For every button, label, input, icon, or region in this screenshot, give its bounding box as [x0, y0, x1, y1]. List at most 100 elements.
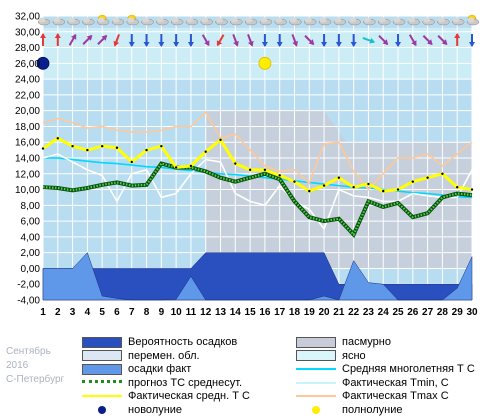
legend-label: Фактическая Tmax C — [342, 390, 449, 402]
y-tick-label: -4,00 — [17, 296, 40, 307]
meta-year: 2016 — [6, 360, 29, 371]
legend-item: пасмурно — [296, 335, 391, 349]
data-point — [41, 147, 45, 150]
data-point — [456, 185, 459, 189]
legend-item: ясно — [296, 349, 366, 363]
series-line — [42, 110, 473, 191]
wind-arrows-row — [40, 33, 475, 47]
wind-arrow-icon — [335, 34, 342, 47]
legend-swatch — [82, 379, 122, 386]
cloud-icon — [333, 17, 347, 26]
x-tick-label: 25 — [392, 307, 404, 318]
data-point — [160, 144, 163, 148]
x-tick-label: 8 — [144, 307, 150, 318]
legend-item: прогноз ТС среднесут. — [82, 376, 242, 390]
x-tick-label: 23 — [363, 307, 375, 318]
x-tick-label: 2 — [55, 307, 61, 318]
legend-label: Фактическая Tmin, С — [342, 376, 449, 389]
data-point — [130, 160, 133, 164]
moon-full-icon — [258, 56, 272, 70]
moon-new-icon — [36, 56, 50, 70]
legend: Вероятность осадков пасмурно перемен. обл.… — [0, 330, 486, 418]
legend-item: осадки факт — [82, 362, 191, 376]
x-tick-label: 15 — [245, 307, 257, 318]
data-point — [441, 172, 444, 175]
wind-arrow-icon — [201, 34, 210, 47]
wind-arrow-icon — [276, 34, 283, 47]
y-tick-label: 30,00 — [15, 27, 40, 38]
y-axis-ticks: 32,00 30,00 28,00 26,00 24,00 22,00 20,00 18,00… — [15, 12, 40, 307]
wind-arrow-icon — [469, 34, 475, 47]
wind-arrow-icon — [321, 34, 328, 47]
legend-swatch — [82, 336, 122, 348]
cloud-icon — [422, 17, 435, 26]
wind-arrow-icon — [54, 33, 61, 46]
data-point — [367, 182, 370, 186]
wind-arrow-icon — [362, 37, 376, 44]
temperature-chart: 32,0030,0028,0026,0024,0022,0020,0018,00… — [15, 12, 480, 318]
wind-arrow-icon — [143, 34, 150, 47]
x-tick-label: 12 — [200, 307, 212, 318]
data-point — [337, 176, 341, 179]
x-tick-label: 19 — [304, 307, 316, 318]
data-point — [204, 150, 207, 153]
data-point — [263, 168, 267, 172]
legend-swatch — [82, 350, 122, 361]
x-tick-label: 9 — [159, 307, 165, 318]
wind-arrow-icon — [82, 35, 93, 45]
sun-cloud-icon — [96, 14, 110, 26]
y-tick-label: 16,00 — [15, 138, 40, 149]
x-tick-label: 7 — [129, 307, 135, 318]
data-point — [293, 180, 296, 183]
data-point — [145, 148, 148, 152]
cloud-icon — [52, 17, 66, 26]
sun-cloud-icon — [466, 14, 480, 26]
area-осадки-факт — [42, 252, 473, 301]
data-point — [174, 166, 178, 169]
wind-arrow-icon — [113, 34, 120, 47]
series-line — [42, 162, 473, 237]
cloud-icon — [244, 17, 258, 26]
wind-arrow-icon — [437, 35, 448, 45]
cloud-icon — [200, 17, 213, 26]
cloud-icon — [363, 17, 376, 26]
legend-item: новолуние — [82, 403, 182, 417]
cloud-icon — [230, 17, 243, 26]
x-tick-label: 22 — [348, 307, 360, 318]
data-point — [470, 188, 474, 191]
cloud-icon — [259, 17, 273, 26]
x-tick-label: 27 — [422, 307, 434, 318]
data-point — [234, 162, 237, 165]
data-point — [189, 164, 193, 168]
cloud-icon — [111, 17, 125, 26]
legend-item: Фактическая Tmin, С — [296, 376, 449, 390]
legend-swatch — [296, 336, 336, 348]
weather-icons-row — [37, 14, 480, 26]
x-tick-label: 14 — [230, 307, 242, 318]
wind-arrow-icon — [304, 35, 315, 45]
wind-arrow-icon — [128, 34, 135, 47]
legend-item: полнолуние — [296, 403, 402, 417]
x-tick-label: 29 — [452, 307, 464, 318]
wind-arrow-icon — [408, 34, 417, 47]
data-point — [396, 188, 400, 191]
data-point — [411, 180, 415, 183]
data-point — [219, 138, 222, 142]
data-point — [115, 146, 119, 149]
x-tick-label: 6 — [114, 307, 120, 318]
x-tick-label: 3 — [70, 307, 76, 318]
wind-arrow-icon — [395, 34, 402, 47]
cloud-icon — [304, 17, 317, 26]
legend-item: Фактическая средн. Т С — [82, 389, 250, 403]
cloud-icon — [437, 17, 450, 26]
wind-arrow-icon — [232, 34, 239, 47]
cloud-icon — [185, 17, 199, 26]
legend-label: Средняя многолетняя Т С — [342, 363, 475, 375]
wind-arrow-icon — [40, 33, 46, 46]
y-tick-label: 20,00 — [15, 106, 40, 117]
cloud-icon — [407, 17, 421, 26]
x-tick-label: 20 — [319, 307, 331, 318]
data-point — [426, 176, 429, 179]
y-tick-label: 12,00 — [15, 169, 40, 180]
legend-swatch — [296, 368, 336, 370]
